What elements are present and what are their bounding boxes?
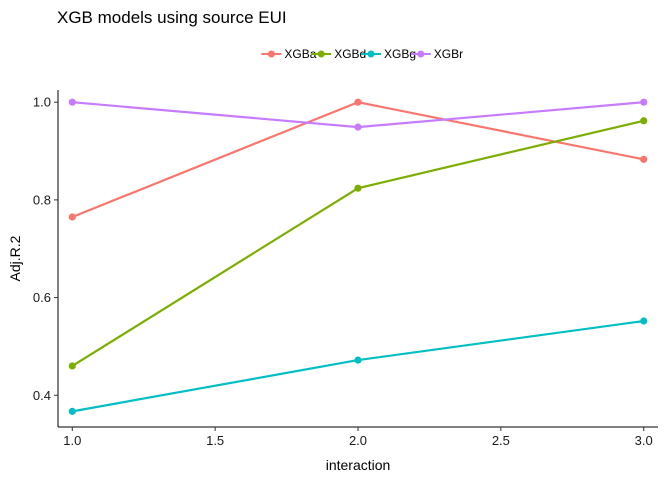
- series-XGBr: [68, 98, 648, 131]
- data-point: [640, 317, 648, 325]
- series-line: [71, 101, 645, 219]
- legend: XGBa XGBd XGBg XGBr: [261, 47, 463, 61]
- legend-key-point: [317, 50, 325, 58]
- series-XGBa: [68, 98, 648, 221]
- legend-item-XGBr: XGBr: [410, 47, 463, 61]
- y-tick-label: 0.6: [33, 290, 51, 305]
- series-line: [71, 101, 645, 129]
- y-tick-label: 0.8: [33, 192, 51, 207]
- legend-key-point: [417, 50, 425, 58]
- data-point: [354, 98, 362, 106]
- legend-label: XGBa: [284, 47, 316, 61]
- data-point: [640, 155, 648, 163]
- y-axis-title: Adj.R.2: [7, 235, 23, 281]
- data-point: [354, 123, 362, 131]
- x-tick-label: 1.5: [206, 433, 224, 448]
- legend-label: XGBg: [384, 47, 416, 61]
- legend-item-XGBa: XGBa: [261, 47, 317, 61]
- data-point: [354, 356, 362, 364]
- legend-key-point: [367, 50, 375, 58]
- legend-item-XGBg: XGBg: [361, 47, 416, 61]
- series-layer: [68, 98, 648, 415]
- series-XGBg: [68, 317, 648, 415]
- data-point: [640, 98, 648, 106]
- data-point: [68, 362, 76, 370]
- series-XGBd: [68, 117, 648, 370]
- x-tick-label: 2.5: [492, 433, 510, 448]
- data-point: [354, 184, 362, 192]
- data-point: [68, 213, 76, 221]
- series-line: [71, 319, 645, 413]
- x-axis-ticks: 1.0 1.5 2.0 2.5 3.0: [63, 427, 653, 448]
- data-point: [68, 407, 76, 415]
- data-point: [68, 98, 76, 106]
- series-line: [71, 119, 645, 368]
- data-point: [640, 117, 648, 125]
- chart-title: XGB models using source EUI: [57, 8, 287, 27]
- legend-item-XGBd: XGBd: [311, 47, 366, 61]
- x-tick-label: 3.0: [635, 433, 653, 448]
- legend-key-point: [267, 50, 275, 58]
- legend-label: XGBd: [334, 47, 366, 61]
- axes: [57, 90, 658, 428]
- legend-label: XGBr: [434, 47, 463, 61]
- y-axis-ticks: 0.4 0.6 0.8 1.0: [33, 95, 58, 403]
- x-axis-title: interaction: [326, 457, 391, 473]
- x-tick-label: 2.0: [349, 433, 367, 448]
- y-tick-label: 1.0: [33, 95, 51, 110]
- y-tick-label: 0.4: [33, 388, 51, 403]
- x-tick-label: 1.0: [63, 433, 81, 448]
